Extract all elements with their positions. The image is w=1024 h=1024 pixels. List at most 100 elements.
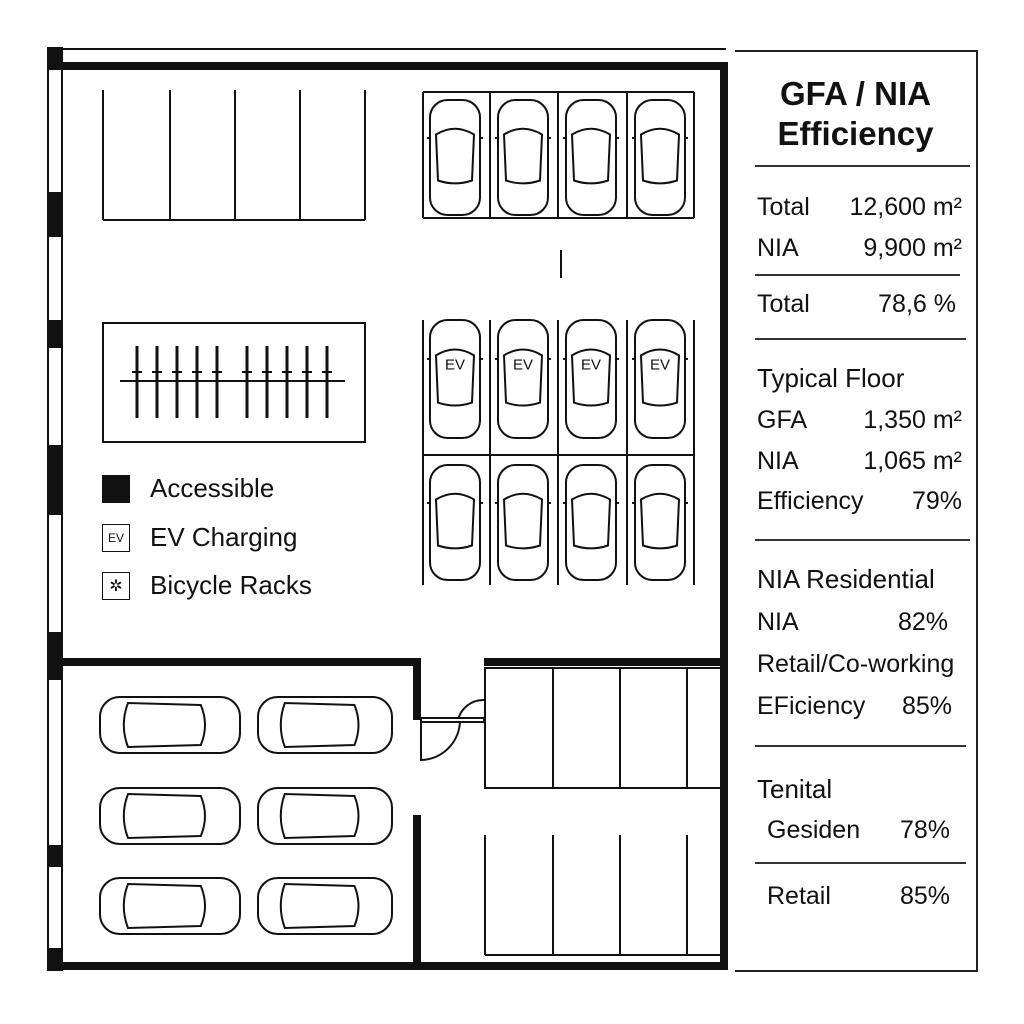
stat-label: NIA	[757, 447, 799, 475]
bicycle-rack-area	[102, 322, 366, 443]
stat-label: EFiciency	[757, 692, 866, 720]
car-cabin	[639, 492, 681, 550]
stat-row: Gesiden 78%	[767, 816, 950, 845]
stat-label: GFA	[757, 406, 808, 434]
car	[257, 877, 393, 935]
ev-car: EV	[563, 319, 619, 439]
ev-car: EV	[427, 319, 483, 439]
bicycle-icon: ✲	[102, 571, 130, 600]
stat-value: 78,6 %	[878, 290, 956, 318]
stat-value: 12,600 m²	[849, 193, 962, 221]
ev-label: EV	[650, 357, 670, 374]
stat-value: 85%	[901, 692, 952, 720]
ev-car: EV	[495, 319, 551, 439]
car	[563, 464, 619, 581]
stat-value: 1,065 m²	[863, 447, 962, 475]
car-cabin	[434, 127, 476, 185]
car	[257, 696, 393, 754]
car-cabin	[434, 348, 476, 407]
car-cabin	[570, 492, 612, 550]
car	[99, 877, 241, 935]
bicycle-rack-box	[102, 322, 366, 443]
stall-block	[484, 667, 726, 789]
car	[257, 787, 393, 845]
car-cabin	[570, 348, 612, 407]
cars: EV EV EV EV	[99, 99, 688, 935]
title-line-2: Efficiency	[777, 115, 934, 152]
car	[632, 464, 688, 581]
car-cabin	[434, 492, 476, 550]
door-swing	[420, 698, 485, 762]
accessible-icon	[102, 474, 130, 503]
ev-label: EV	[581, 357, 601, 374]
section-heading: NIA Residential	[757, 564, 935, 594]
stat-value: 82%	[897, 608, 948, 636]
stat-row: NIA 1,065 m²	[757, 447, 962, 476]
divider	[755, 274, 960, 276]
efficiency-panel: GFA / NIA Efficiency Total 12,600 m² NIA 9,…	[735, 50, 978, 972]
car	[563, 99, 619, 216]
divider	[755, 338, 966, 340]
legend-label: Bicycle Racks	[150, 570, 312, 600]
ev-label: EV	[513, 357, 533, 374]
car-cabin	[122, 701, 206, 749]
section-heading: Typical Floor	[757, 363, 905, 393]
car	[427, 464, 483, 581]
stat-label: Gesiden	[767, 816, 861, 844]
stat-label: NIA	[757, 234, 799, 262]
stat-row: Total 12,600 m²	[757, 193, 962, 222]
car-cabin	[279, 792, 360, 840]
car	[427, 99, 483, 216]
stat-row: NIA 9,900 m²	[757, 234, 962, 263]
car-cabin	[122, 882, 206, 930]
car	[99, 787, 241, 845]
legend-ev: EV EV Charging	[102, 522, 297, 553]
stat-row: EFiciency 85%	[757, 692, 952, 721]
stat-label: Efficiency	[757, 487, 864, 515]
panel-title: GFA / NIA Efficiency	[735, 74, 976, 154]
legend-accessible: Accessible	[102, 473, 274, 504]
car	[632, 99, 688, 216]
stat-value: 78%	[899, 816, 950, 844]
divider	[755, 165, 970, 167]
car-cabin	[502, 348, 544, 407]
stat-value: 79%	[911, 487, 962, 515]
stat-value: 9,900 m²	[863, 234, 962, 262]
divider	[755, 745, 966, 747]
legend-label: EV Charging	[150, 522, 298, 552]
stat-row: NIA 82%	[757, 608, 948, 637]
walls	[47, 47, 728, 971]
car-cabin	[279, 701, 360, 749]
stat-row: GFA 1,350 m²	[757, 406, 962, 435]
ev-icon: EV	[102, 523, 130, 552]
car-cabin	[502, 127, 544, 185]
stat-value: 85%	[899, 882, 950, 910]
section-heading: Tenital	[757, 774, 833, 804]
stat-row: Total 78,6 %	[757, 290, 956, 319]
stat-label: Total	[757, 290, 810, 318]
ev-label: EV	[445, 357, 465, 374]
title-line-1: GFA / NIA	[780, 75, 931, 112]
stat-label: Retail/Co-working	[757, 650, 955, 678]
stat-label: NIA	[757, 608, 799, 636]
car	[495, 99, 551, 216]
stat-label: Total	[757, 193, 810, 221]
car	[495, 464, 551, 581]
divider	[755, 862, 966, 864]
stat-row: Retail 85%	[767, 882, 950, 911]
car	[99, 696, 241, 754]
car-cabin	[639, 348, 681, 407]
car-cabin	[570, 127, 612, 185]
car-cabin	[122, 792, 206, 840]
car-cabin	[639, 127, 681, 185]
car-cabin	[502, 492, 544, 550]
car-cabin	[279, 882, 360, 930]
legend-label: Accessible	[150, 473, 275, 503]
ev-car: EV	[632, 319, 688, 439]
divider	[755, 539, 970, 541]
stat-label: Retail	[767, 882, 831, 910]
legend-bicycle: ✲ Bicycle Racks	[102, 570, 312, 601]
stat-row: Efficiency 79%	[757, 487, 962, 516]
stat-value: 1,350 m²	[863, 406, 962, 434]
